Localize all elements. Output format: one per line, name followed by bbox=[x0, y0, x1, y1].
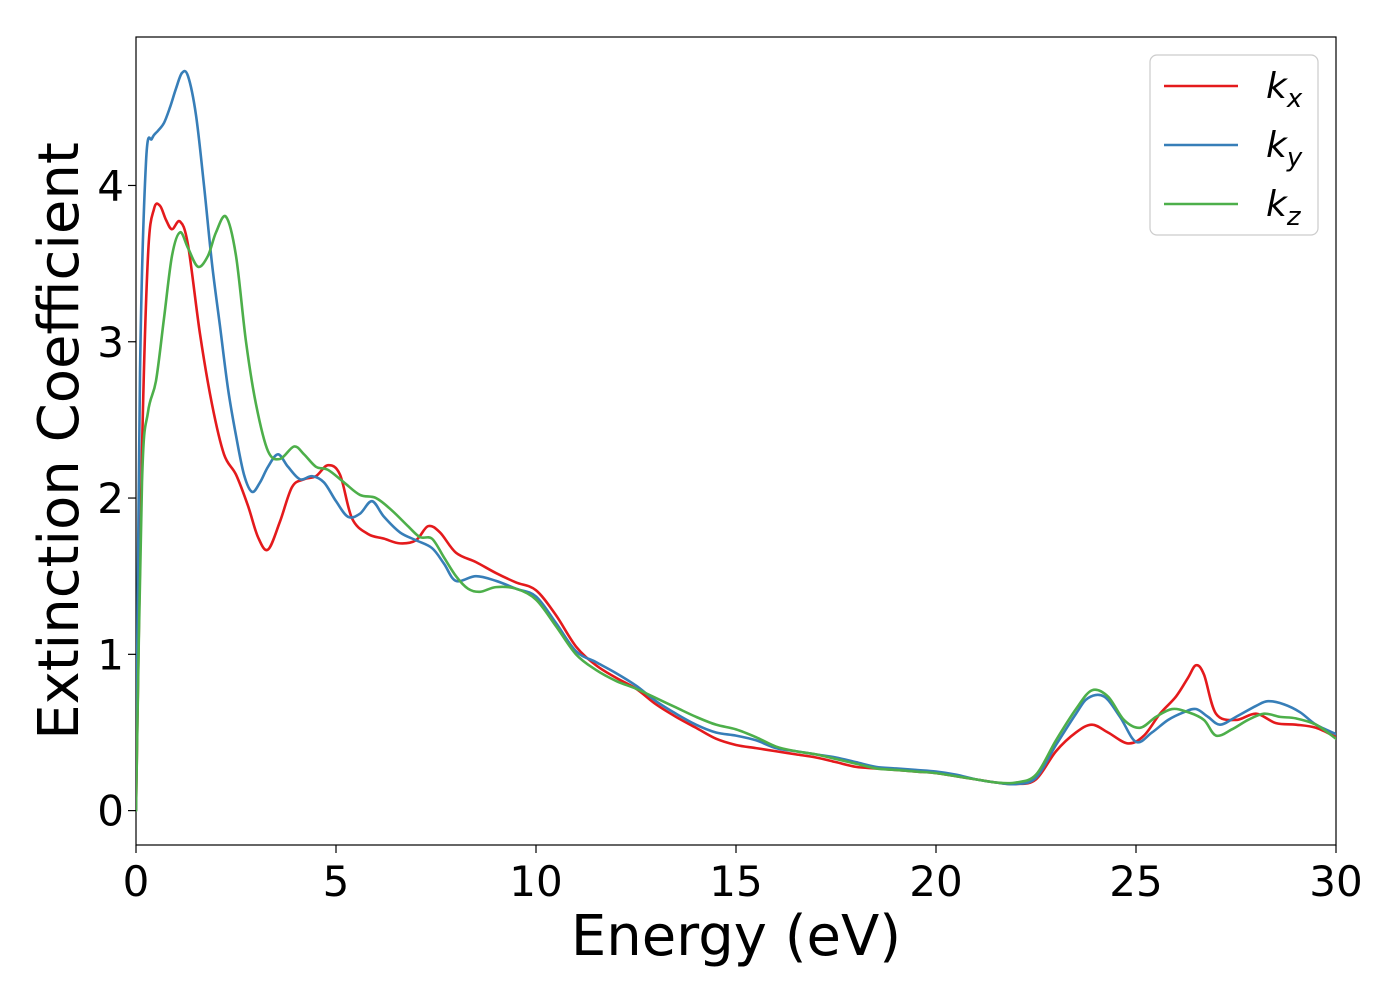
y-tick-label: 0 bbox=[97, 787, 124, 836]
x-tick-label: 25 bbox=[1109, 857, 1162, 906]
y-tick-label: 4 bbox=[97, 161, 124, 210]
legend: kx ky kz bbox=[1149, 54, 1319, 236]
legend-label-z: kz bbox=[1266, 184, 1302, 232]
legend-label-y: ky bbox=[1266, 125, 1303, 173]
x-tick-label: 0 bbox=[123, 857, 150, 906]
series-layer bbox=[136, 69, 1336, 812]
series-line-z bbox=[136, 214, 1336, 812]
x-axis-label: Energy (eV) bbox=[571, 904, 901, 969]
legend-label-x: kx bbox=[1266, 66, 1303, 114]
x-tick-label: 10 bbox=[509, 857, 562, 906]
x-tick-label: 20 bbox=[909, 857, 962, 906]
x-tick-label: 5 bbox=[323, 857, 350, 906]
y-tick-label: 1 bbox=[97, 630, 124, 679]
y-axis-label: Extinction Coefficient bbox=[27, 142, 92, 740]
x-tick-label: 15 bbox=[709, 857, 762, 906]
y-axis: 0 1 2 3 4 bbox=[97, 161, 136, 836]
y-tick-label: 3 bbox=[97, 318, 124, 367]
y-tick-label: 2 bbox=[97, 474, 124, 523]
series-line-x bbox=[136, 202, 1336, 812]
x-tick-label: 30 bbox=[1309, 857, 1362, 906]
x-axis: 0 5 10 15 20 25 30 bbox=[123, 845, 1363, 906]
